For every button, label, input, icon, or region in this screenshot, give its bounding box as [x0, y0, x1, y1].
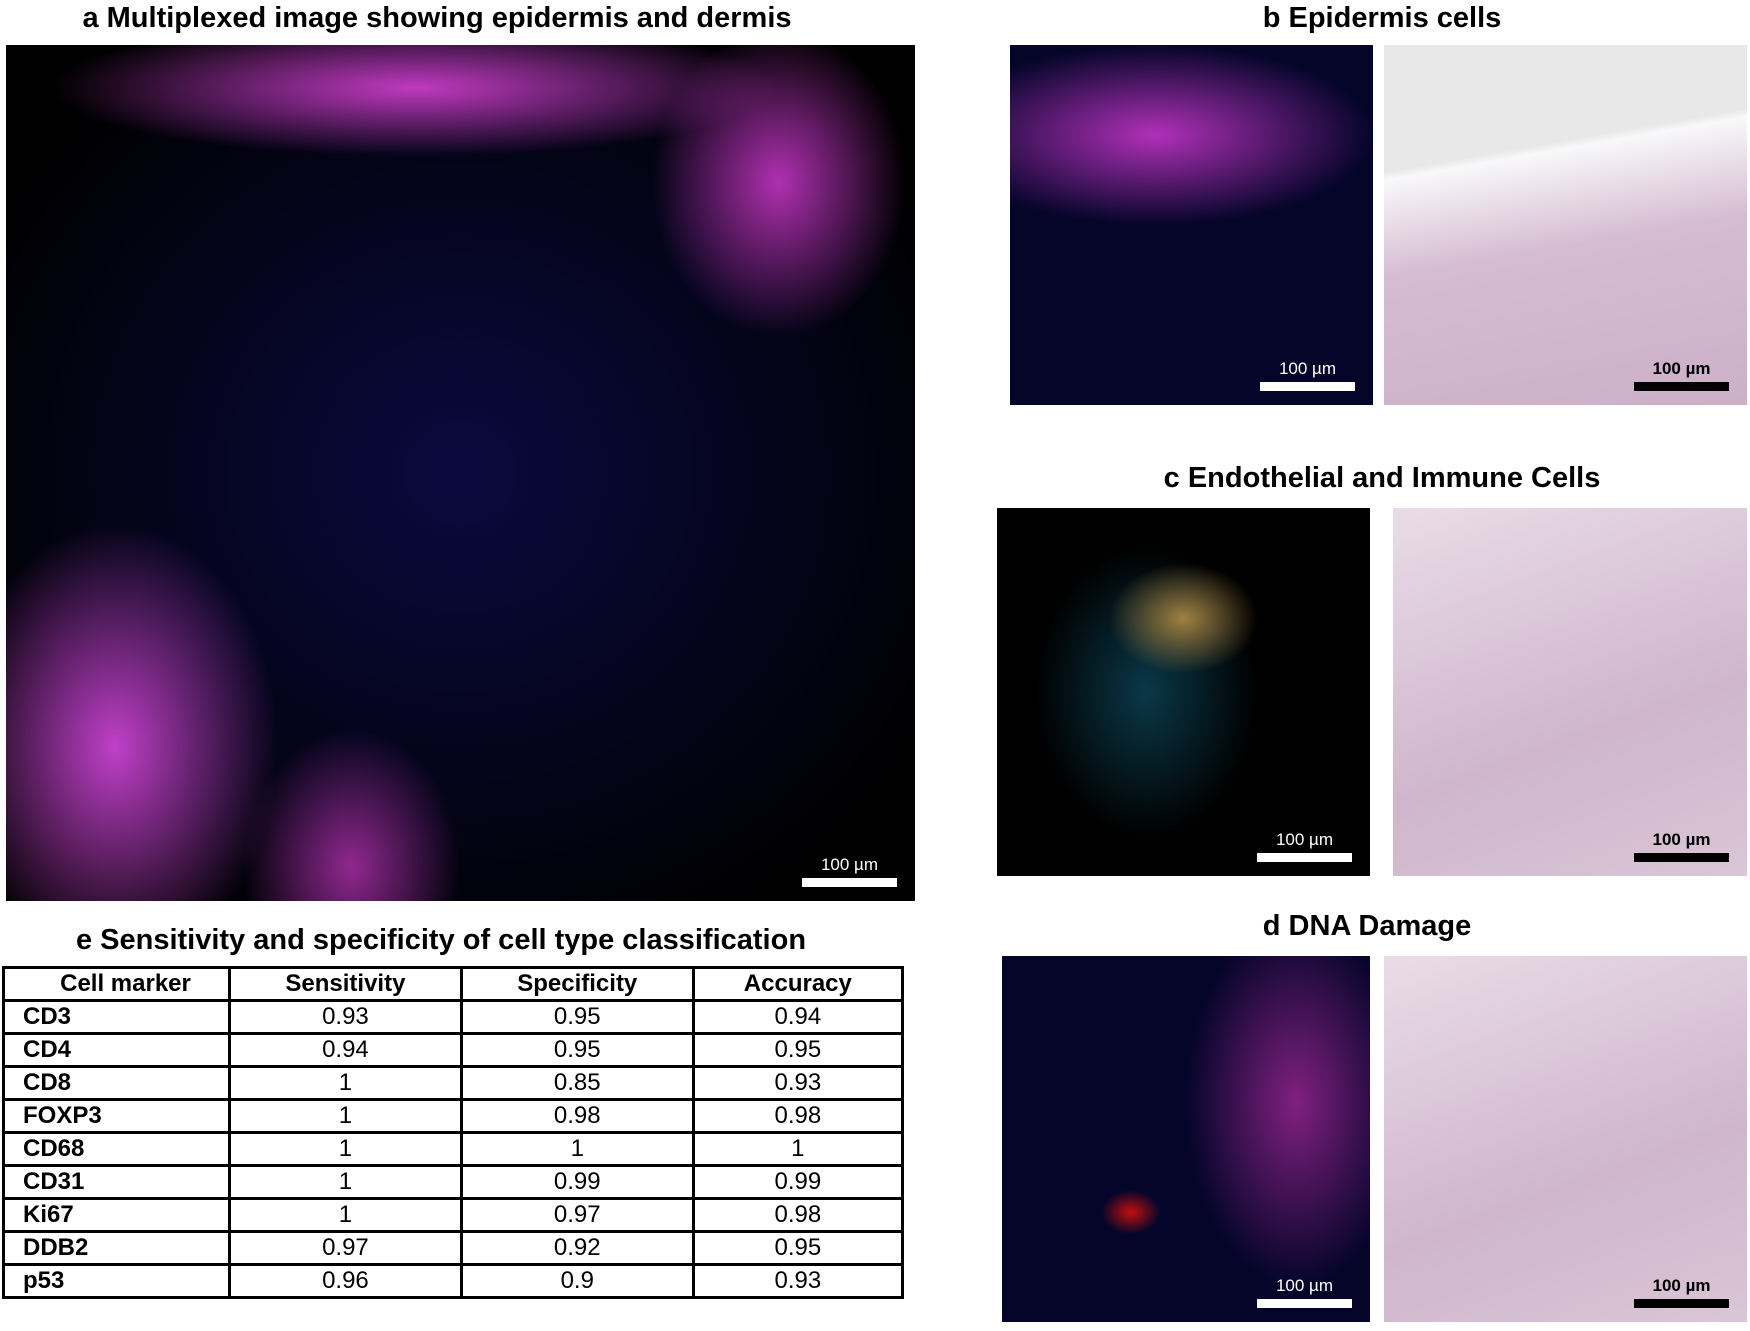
table-cell: 1 [228, 1098, 463, 1134]
he-image: 100 µm [1384, 956, 1747, 1322]
table-cell: 0.94 [691, 999, 905, 1035]
table-cell: 0.98 [691, 1197, 905, 1233]
table-row: DDB2 0.97 0.92 0.95 [2, 1230, 905, 1266]
he-image: 100 µm [1393, 508, 1747, 876]
table-cell: 1 [228, 1197, 463, 1233]
table-cell: 0.95 [459, 1032, 695, 1068]
table-cell: 1 [459, 1131, 695, 1167]
table-cell: 1 [228, 1164, 463, 1200]
scale-bar: 100 µm [1634, 359, 1729, 391]
table-cell: 1 [228, 1131, 463, 1167]
fluorescence-image: 100 µm [1002, 956, 1370, 1322]
table-row: Cell marker Sensitivity Specificity Accurac… [2, 966, 905, 1002]
table-row: FOXP3 1 0.98 0.98 [2, 1098, 905, 1134]
table-cell: 0.97 [459, 1197, 695, 1233]
panel-title: c Endothelial and Immune Cells [1163, 462, 1601, 494]
scale-label: 100 µm [1652, 359, 1711, 378]
scale-bar: 100 µm [1257, 830, 1352, 862]
table-cell: 0.85 [459, 1065, 695, 1101]
table-row: CD68 1 1 1 [2, 1131, 905, 1167]
table-cell: 0.98 [459, 1098, 695, 1134]
table-row: CD8 1 0.85 0.93 [2, 1065, 905, 1101]
table-cell: 0.96 [228, 1263, 463, 1299]
table-cell: 0.98 [691, 1098, 905, 1134]
table-cell: Ki67 [2, 1197, 231, 1233]
table-cell: 1 [691, 1131, 905, 1167]
multiplex-image: 100 µm [6, 45, 915, 901]
he-image: 100 µm [1384, 45, 1747, 405]
scale-label: 100 µm [1278, 359, 1337, 378]
table-cell: 1 [228, 1065, 463, 1101]
table-cell: 0.97 [228, 1230, 463, 1266]
scale-bar: 100 µm [1634, 830, 1729, 862]
table-cell: 0.93 [691, 1065, 905, 1101]
panel-title: d DNA Damage [1262, 910, 1472, 942]
table-cell: Cell marker [2, 966, 231, 1002]
table-cell: 0.93 [691, 1263, 905, 1299]
scale-bar: 100 µm [802, 855, 897, 887]
table-cell: Specificity [459, 966, 695, 1002]
table-row: CD31 1 0.99 0.99 [2, 1164, 905, 1200]
table-cell: Accuracy [691, 966, 905, 1002]
table-cell: 0.95 [691, 1032, 905, 1068]
table-row: Ki67 1 0.97 0.98 [2, 1197, 905, 1233]
table-cell: Sensitivity [228, 966, 463, 1002]
table-cell: 0.9 [459, 1263, 695, 1299]
table-cell: FOXP3 [2, 1098, 231, 1134]
panel-title: a Multiplexed image showing epidermis an… [82, 2, 792, 34]
table-cell: 0.95 [459, 999, 695, 1035]
table-cell: CD3 [2, 999, 231, 1035]
table-row: p53 0.96 0.9 0.93 [2, 1263, 905, 1299]
table-cell: CD31 [2, 1164, 231, 1200]
scale-label: 100 µm [1652, 830, 1711, 849]
table-cell: 0.95 [691, 1230, 905, 1266]
scale-label: 100 µm [1275, 1276, 1334, 1295]
table-cell: CD4 [2, 1032, 231, 1068]
scale-bar: 100 µm [1634, 1276, 1729, 1308]
table-title: e Sensitivity and specificity of cell ty… [75, 924, 807, 956]
table-row: CD3 0.93 0.95 0.94 [2, 999, 905, 1035]
scale-label: 100 µm [1275, 830, 1334, 849]
table-cell: DDB2 [2, 1230, 231, 1266]
table-cell: 0.99 [459, 1164, 695, 1200]
table-cell: 0.92 [459, 1230, 695, 1266]
panel-title: b Epidermis cells [1262, 2, 1502, 34]
fluorescence-image: 100 µm [997, 508, 1370, 876]
table-cell: CD8 [2, 1065, 231, 1101]
table-row: CD4 0.94 0.95 0.95 [2, 1032, 905, 1068]
scale-bar: 100 µm [1257, 1276, 1352, 1308]
table-cell: CD68 [2, 1131, 231, 1167]
scale-label: 100 µm [1652, 1276, 1711, 1295]
fluorescence-image: 100 µm [1010, 45, 1373, 405]
table-cell: 0.99 [691, 1164, 905, 1200]
scale-bar: 100 µm [1260, 359, 1355, 391]
table-cell: 0.94 [228, 1032, 463, 1068]
scale-label: 100 µm [820, 855, 879, 874]
classification-table: Cell marker Sensitivity Specificity Accurac… [2, 966, 905, 1299]
table-cell: 0.93 [228, 999, 463, 1035]
table-cell: p53 [2, 1263, 231, 1299]
